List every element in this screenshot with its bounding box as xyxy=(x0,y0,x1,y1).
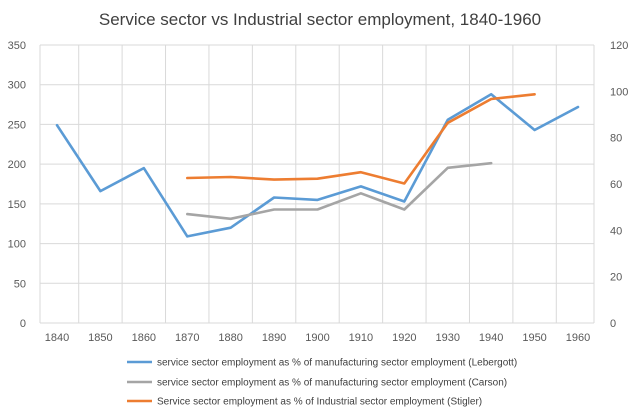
x-tick-label: 1870 xyxy=(175,332,199,344)
x-tick-label: 1920 xyxy=(392,332,416,344)
y-right-tick-label: 80 xyxy=(610,133,622,145)
series-lines xyxy=(55,92,580,238)
legend-label-0: service sector employment as % of manufa… xyxy=(157,358,517,369)
x-tick-label: 1950 xyxy=(522,332,546,344)
y-left-tick-label: 250 xyxy=(8,119,26,131)
x-tick-label: 1910 xyxy=(349,332,373,344)
y-right-tick-label: 40 xyxy=(610,225,622,237)
x-tick-label: 1960 xyxy=(566,332,590,344)
gridlines xyxy=(39,44,595,324)
legend-label-1: service sector employment as % of manufa… xyxy=(157,378,507,389)
chart-title: Service sector vs Industrial sector empl… xyxy=(99,10,541,29)
y-left-tick-label: 0 xyxy=(20,318,26,330)
y-left-tick-label: 150 xyxy=(8,199,26,211)
x-tick-label: 1940 xyxy=(479,332,503,344)
y-left-tick-label: 50 xyxy=(14,278,26,290)
legend: service sector employment as % of manufa… xyxy=(127,358,517,408)
x-tick-label: 1930 xyxy=(436,332,460,344)
x-tick-label: 1850 xyxy=(88,332,112,344)
y-right-tick-label: 100 xyxy=(610,86,628,98)
x-tick-label: 1900 xyxy=(305,332,329,344)
series-line-2 xyxy=(186,93,536,185)
x-tick-label: 1890 xyxy=(262,332,286,344)
axes: 0 50 100 150 200 250 300 350 0 20 40 60 80 100 120 1840… xyxy=(8,40,629,344)
legend-label-2: Service sector employment as % of Indust… xyxy=(157,397,482,408)
y-left-tick-label: 300 xyxy=(8,80,26,92)
x-tick-label: 1880 xyxy=(218,332,242,344)
series-line-1 xyxy=(186,161,493,221)
y-right-tick-label: 20 xyxy=(610,272,622,284)
y-right-tick-label: 60 xyxy=(610,179,622,191)
x-tick-label: 1840 xyxy=(45,332,69,344)
y-right-tick-label: 120 xyxy=(610,40,628,52)
x-tick-label: 1860 xyxy=(132,332,156,344)
y-left-tick-label: 200 xyxy=(8,159,26,171)
y-right-tick-label: 0 xyxy=(610,318,616,330)
series-line-0 xyxy=(55,92,580,238)
y-left-tick-label: 100 xyxy=(8,239,26,251)
y-left-tick-label: 350 xyxy=(8,40,26,52)
